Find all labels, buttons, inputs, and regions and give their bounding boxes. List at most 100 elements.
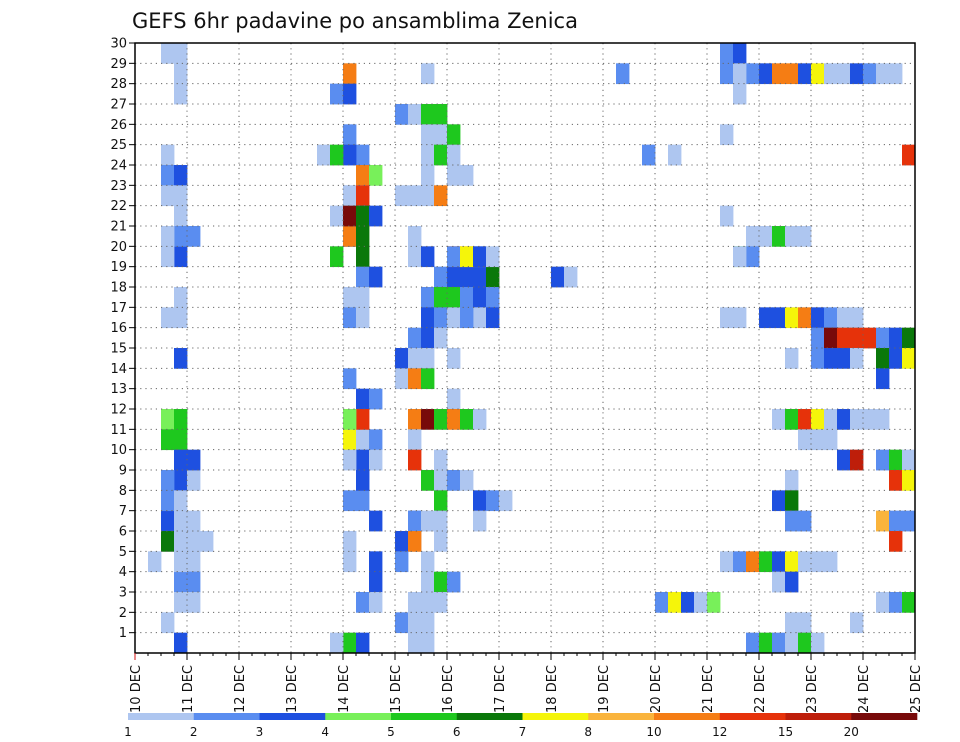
heatmap-cell	[187, 592, 201, 613]
heatmap-cell	[187, 510, 201, 532]
heatmap-cell	[759, 226, 773, 247]
heatmap-cell	[330, 246, 344, 268]
heatmap-cell	[460, 470, 474, 491]
legend-swatch	[128, 713, 195, 720]
heatmap-cell	[395, 531, 409, 552]
heatmap-cell	[902, 348, 916, 369]
y-tick-label: 27	[110, 98, 127, 113]
heatmap-cell	[395, 104, 409, 125]
heatmap-cell	[447, 246, 461, 268]
chart-title: GEFS 6hr padavine po ansamblima Zenica	[132, 9, 578, 33]
heatmap-cell	[421, 327, 435, 349]
heatmap-cell	[174, 43, 188, 64]
heatmap-cell	[720, 307, 734, 329]
heatmap-cell	[811, 551, 825, 573]
heatmap-cell	[356, 449, 370, 471]
y-tick-label: 21	[110, 220, 127, 235]
heatmap-cell	[421, 510, 435, 532]
y-tick-label: 30	[110, 37, 127, 52]
y-tick-label: 6	[119, 525, 127, 540]
heatmap-cell	[837, 327, 851, 349]
heatmap-cell	[174, 205, 188, 227]
heatmap-cell	[343, 368, 357, 390]
heatmap-cell	[694, 592, 708, 613]
legend-swatch	[785, 713, 852, 720]
heatmap-cell	[824, 327, 838, 349]
heatmap-cell	[356, 388, 370, 410]
heatmap-cell	[369, 592, 383, 613]
heatmap-cell	[356, 592, 370, 613]
heatmap-cell	[395, 348, 409, 369]
heatmap-cell	[889, 327, 903, 349]
x-tick-label: 18 DEC	[545, 665, 560, 713]
heatmap-cell	[161, 510, 175, 532]
heatmap-cell	[356, 144, 370, 166]
heatmap-cell	[837, 409, 851, 430]
legend-swatch	[522, 713, 589, 720]
heatmap-cell	[863, 327, 877, 349]
heatmap-cell	[798, 632, 812, 654]
heatmap-cell	[889, 63, 903, 85]
heatmap-cell	[720, 43, 734, 64]
heatmap-cell	[330, 205, 344, 227]
heatmap-cell	[421, 632, 435, 654]
heatmap-cell	[837, 307, 851, 329]
heatmap-cell	[161, 490, 175, 512]
heatmap-cell	[902, 449, 916, 471]
heatmap-cell	[369, 388, 383, 410]
heatmap-cell	[850, 327, 864, 349]
heatmap-cell	[850, 348, 864, 369]
heatmap-cell	[408, 327, 422, 349]
heatmap-cell	[148, 551, 162, 573]
heatmap-cell	[161, 43, 175, 64]
heatmap-cell	[434, 185, 448, 207]
x-tick-label: 15 DEC	[389, 665, 404, 713]
heatmap-cell	[356, 246, 370, 268]
heatmap-cell	[447, 388, 461, 410]
heatmap-cell	[421, 592, 435, 613]
heatmap-cell	[720, 205, 734, 227]
heatmap-cell	[759, 551, 773, 573]
heatmap-cell	[395, 612, 409, 634]
heatmap-cell	[785, 510, 799, 532]
heatmap-cell	[369, 165, 383, 186]
heatmap-cell	[850, 612, 864, 634]
heatmap-cell	[746, 551, 760, 573]
heatmap-cell	[473, 287, 487, 308]
legend-swatch	[391, 713, 458, 720]
heatmap-cell	[850, 409, 864, 430]
heatmap-cell	[447, 287, 461, 308]
heatmap-cell	[447, 409, 461, 430]
heatmap-cell	[902, 592, 916, 613]
heatmap-cell	[408, 226, 422, 247]
heatmap-cell	[499, 490, 513, 512]
heatmap-cell	[408, 429, 422, 451]
heatmap-cell	[343, 226, 357, 247]
heatmap-cell	[785, 490, 799, 512]
heatmap-cell	[811, 63, 825, 85]
heatmap-cell	[447, 124, 461, 146]
heatmap-cell	[798, 307, 812, 329]
heatmap-cell	[447, 348, 461, 369]
heatmap-cell	[161, 429, 175, 451]
heatmap-cell	[369, 449, 383, 471]
heatmap-cell	[486, 266, 500, 288]
heatmap-cell	[850, 449, 864, 471]
heatmap-cell	[486, 287, 500, 308]
heatmap-cell	[408, 510, 422, 532]
heatmap-cell	[408, 348, 422, 369]
heatmap-cell	[681, 592, 695, 613]
legend-swatch	[193, 713, 260, 720]
heatmap-cell	[772, 632, 786, 654]
heatmap-cell	[356, 429, 370, 451]
heatmap-cell	[772, 63, 786, 85]
heatmap-cell	[473, 307, 487, 329]
heatmap-cell	[876, 327, 890, 349]
heatmap-cell	[174, 429, 188, 451]
heatmap-cell	[343, 409, 357, 430]
heatmap-cell	[772, 490, 786, 512]
heatmap-cell	[434, 409, 448, 430]
heatmap-cell	[733, 307, 747, 329]
heatmap-cell	[343, 124, 357, 146]
heatmap-cell	[161, 470, 175, 491]
